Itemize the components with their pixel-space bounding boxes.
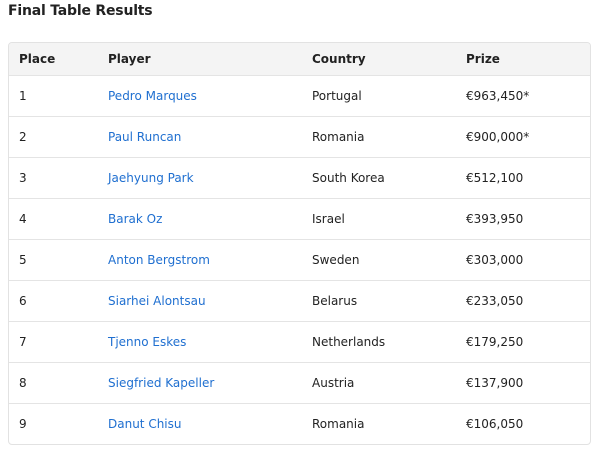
place-cell: 3 xyxy=(9,157,108,199)
player-link[interactable]: Danut Chisu xyxy=(108,417,182,431)
prize-cell: €512,100 xyxy=(466,157,590,199)
player-link[interactable]: Siarhei Alontsau xyxy=(108,294,206,308)
player-cell: Tjenno Eskes xyxy=(108,321,312,363)
prize-cell: €900,000* xyxy=(466,116,590,158)
player-cell: Siarhei Alontsau xyxy=(108,280,312,322)
results-table-container: Place Player Country Prize 1 Pedro Marque… xyxy=(8,42,591,445)
player-link[interactable]: Tjenno Eskes xyxy=(108,335,187,349)
prize-cell: €233,050 xyxy=(466,280,590,322)
table-row: 1 Pedro Marques Portugal €963,450* xyxy=(9,75,590,117)
country-cell: Romania xyxy=(312,116,466,158)
country-cell: Netherlands xyxy=(312,321,466,363)
place-cell: 4 xyxy=(9,198,108,240)
prize-cell: €963,450* xyxy=(466,75,590,117)
column-header-prize: Prize xyxy=(466,43,590,76)
player-cell: Barak Oz xyxy=(108,198,312,240)
country-cell: Israel xyxy=(312,198,466,240)
section-title: Final Table Results xyxy=(8,3,153,19)
column-header-country: Country xyxy=(312,43,466,76)
player-cell: Anton Bergstrom xyxy=(108,239,312,281)
player-cell: Danut Chisu xyxy=(108,403,312,444)
prize-cell: €106,050 xyxy=(466,403,590,444)
prize-cell: €179,250 xyxy=(466,321,590,363)
table-row: 3 Jaehyung Park South Korea €512,100 xyxy=(9,157,590,199)
table-row: 9 Danut Chisu Romania €106,050 xyxy=(9,403,590,444)
player-link[interactable]: Anton Bergstrom xyxy=(108,253,210,267)
country-cell: Portugal xyxy=(312,75,466,117)
player-cell: Siegfried Kapeller xyxy=(108,362,312,404)
place-cell: 5 xyxy=(9,239,108,281)
country-cell: South Korea xyxy=(312,157,466,199)
place-cell: 1 xyxy=(9,75,108,117)
player-link[interactable]: Paul Runcan xyxy=(108,130,182,144)
player-link[interactable]: Jaehyung Park xyxy=(108,171,194,185)
column-header-place: Place xyxy=(9,43,108,76)
prize-cell: €393,950 xyxy=(466,198,590,240)
player-cell: Jaehyung Park xyxy=(108,157,312,199)
player-cell: Pedro Marques xyxy=(108,75,312,117)
table-row: 7 Tjenno Eskes Netherlands €179,250 xyxy=(9,321,590,363)
table-row: 8 Siegfried Kapeller Austria €137,900 xyxy=(9,362,590,404)
prize-cell: €137,900 xyxy=(466,362,590,404)
country-cell: Belarus xyxy=(312,280,466,322)
table-header-row: Place Player Country Prize xyxy=(9,43,590,76)
place-cell: 6 xyxy=(9,280,108,322)
table-row: 6 Siarhei Alontsau Belarus €233,050 xyxy=(9,280,590,322)
prize-cell: €303,000 xyxy=(466,239,590,281)
player-cell: Paul Runcan xyxy=(108,116,312,158)
place-cell: 9 xyxy=(9,403,108,444)
table-row: 2 Paul Runcan Romania €900,000* xyxy=(9,116,590,158)
player-link[interactable]: Pedro Marques xyxy=(108,89,197,103)
player-link[interactable]: Siegfried Kapeller xyxy=(108,376,215,390)
column-header-player: Player xyxy=(108,43,312,76)
table-row: 5 Anton Bergstrom Sweden €303,000 xyxy=(9,239,590,281)
country-cell: Romania xyxy=(312,403,466,444)
place-cell: 8 xyxy=(9,362,108,404)
table-row: 4 Barak Oz Israel €393,950 xyxy=(9,198,590,240)
player-link[interactable]: Barak Oz xyxy=(108,212,163,226)
country-cell: Sweden xyxy=(312,239,466,281)
place-cell: 2 xyxy=(9,116,108,158)
results-table: Place Player Country Prize 1 Pedro Marque… xyxy=(9,43,590,444)
place-cell: 7 xyxy=(9,321,108,363)
country-cell: Austria xyxy=(312,362,466,404)
